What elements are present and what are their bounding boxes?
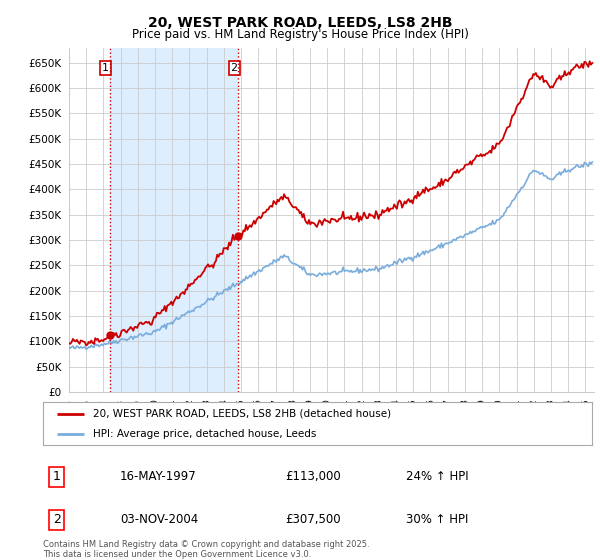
- Text: 2: 2: [53, 513, 61, 526]
- Text: £113,000: £113,000: [285, 470, 341, 483]
- Text: 1: 1: [53, 470, 61, 483]
- Text: 20, WEST PARK ROAD, LEEDS, LS8 2HB: 20, WEST PARK ROAD, LEEDS, LS8 2HB: [148, 16, 452, 30]
- Text: 1: 1: [102, 63, 109, 73]
- Text: 20, WEST PARK ROAD, LEEDS, LS8 2HB (detached house): 20, WEST PARK ROAD, LEEDS, LS8 2HB (deta…: [92, 409, 391, 419]
- Text: Contains HM Land Registry data © Crown copyright and database right 2025.
This d: Contains HM Land Registry data © Crown c…: [43, 540, 370, 559]
- Bar: [110, 48, 238, 392]
- Text: 03-NOV-2004: 03-NOV-2004: [120, 513, 199, 526]
- Text: HPI: Average price, detached house, Leeds: HPI: Average price, detached house, Leed…: [92, 430, 316, 439]
- Text: £307,500: £307,500: [285, 513, 340, 526]
- Text: 2: 2: [230, 63, 238, 73]
- Text: 30% ↑ HPI: 30% ↑ HPI: [406, 513, 468, 526]
- Text: 16-MAY-1997: 16-MAY-1997: [120, 470, 197, 483]
- Text: 24% ↑ HPI: 24% ↑ HPI: [406, 470, 468, 483]
- Text: Price paid vs. HM Land Registry's House Price Index (HPI): Price paid vs. HM Land Registry's House …: [131, 28, 469, 41]
